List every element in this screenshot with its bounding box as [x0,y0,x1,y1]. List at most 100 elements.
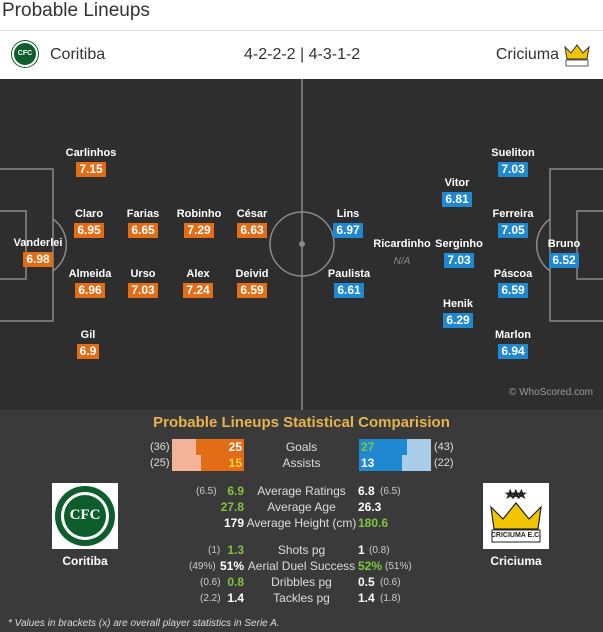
player-rating: 6.52 [549,253,579,268]
player-rating: 7.15 [76,162,106,177]
player-alex[interactable]: Alex 7.24 [161,267,235,299]
away-team-name[interactable]: Criciuma [495,46,559,63]
player-ferreira[interactable]: Ferreira 7.05 [476,207,550,239]
stat-row-shots: (1) 1.3 Shots pg 1 (0.8) [0,542,603,558]
stat-row-age: 27.8 Average Age 26.3 [0,499,603,515]
player-name: Robinho [176,208,222,220]
player-vitor[interactable]: Vitor 6.81 [420,176,494,208]
away-bracket: (51%) [385,561,412,572]
coritiba-logo: CFC [52,483,118,549]
player-name: Sueliton [491,147,535,159]
player-cesar[interactable]: César 6.63 [215,207,289,239]
home-team-name[interactable]: Coritiba [50,46,106,63]
player-name: Bruno [547,238,581,250]
home-assists-bar-fill [201,455,244,471]
coritiba-crest-icon: CFC [12,41,38,67]
away-value: 1 [358,543,365,557]
home-bracket: (49%) [189,561,216,572]
stats-title: Probable Lineups Statistical Comparision [153,414,450,431]
player-rating: 7.05 [498,223,528,238]
stat-label: Tackles pg [273,591,330,605]
home-value: 51% [219,559,244,573]
home-overall-goals: (36) [150,441,170,453]
watermark: © WhoScored.com [508,387,593,398]
player-claro[interactable]: Claro 6.95 [52,207,126,239]
player-name: César [236,208,268,220]
criciuma-logo: CRICIUMA E.C. [483,483,549,549]
player-henik[interactable]: Henik 6.29 [421,297,495,329]
stats-panel: Probable Lineups Statistical Comparision… [0,410,603,632]
player-sueliton[interactable]: Sueliton 7.03 [476,146,550,178]
home-bracket: (0.6) [200,577,221,588]
coritiba-crest-icon [55,486,115,546]
player-name: Almeida [68,268,112,280]
player-carlinhos[interactable]: Carlinhos 7.15 [54,146,128,178]
home-overall-assists: (25) [150,457,170,469]
home-club-label[interactable]: Coritiba [62,554,108,568]
player-rating: 6.61 [334,283,364,298]
home-bracket: (6.5) [196,486,217,497]
player-name: Marlon [494,329,532,341]
player-paulista[interactable]: Paulista 6.61 [312,267,386,299]
criciuma-crest-icon [490,488,542,543]
player-name: Claro [74,208,104,220]
away-bracket: (0.6) [380,577,401,588]
player-name: Serginho [435,238,483,250]
player-urso[interactable]: Urso 7.03 [106,267,180,299]
player-serginho[interactable]: Serginho 7.03 [422,237,496,269]
player-rating: 6.96 [75,283,105,298]
player-rating: 6.94 [498,344,528,359]
home-assists-bar: 15 [172,455,244,471]
home-value: 27.8 [220,500,244,514]
player-robinho[interactable]: Robinho 7.29 [162,207,236,239]
player-farias[interactable]: Farias 6.65 [106,207,180,239]
stat-label: Shots pg [277,543,326,557]
player-name: Paulista [327,268,371,280]
home-bracket: (1) [208,545,221,556]
player-rating: 7.24 [183,283,213,298]
player-rating: 6.95 [74,223,104,238]
away-bracket: (0.8) [369,545,390,556]
player-bruno[interactable]: Bruno 6.52 [527,237,601,269]
player-marlon[interactable]: Marlon 6.94 [476,328,550,360]
away-bracket: (6.5) [380,486,401,497]
stat-label: Dribbles pg [271,575,332,589]
player-name: Lins [336,208,360,220]
pitch-markings [0,79,603,410]
criciuma-logo-text: CRICIUMA E.C. [490,532,542,539]
away-goals-value: 27 [361,440,375,454]
away-value: 1.4 [358,591,375,605]
player-name: Deivid [235,268,269,280]
stat-row-dribbles: (0.6) 0.8 Dribbles pg 0.5 (0.6) [0,574,603,590]
player-name: Páscoa [493,268,533,280]
player-lins[interactable]: Lins 6.97 [311,207,385,239]
stat-label: Aerial Duel Success [247,559,356,573]
player-gil[interactable]: Gil 6.9 [51,328,125,360]
player-rating: 7.03 [128,283,158,298]
player-almeida[interactable]: Almeida 6.96 [53,267,127,299]
away-value: 0.5 [358,575,375,589]
formations: 4-2-2-2 | 4-3-1-2 [244,46,361,63]
player-rating: 6.29 [443,313,473,328]
player-rating: 6.81 [442,192,472,207]
player-name: Henik [443,298,473,310]
player-rating: 6.59 [237,283,267,298]
home-assists-value: 15 [228,456,242,470]
away-club-label[interactable]: Criciuma [490,554,542,568]
player-vanderlei[interactable]: Vanderlei 6.98 [1,236,75,268]
home-value: 1.3 [227,543,244,557]
player-rating: 7.03 [444,253,474,268]
player-name: Alex [186,268,210,280]
home-value: 0.8 [227,575,244,589]
away-assists-bar-fill [359,455,402,471]
criciuma-crest-icon [563,43,591,67]
away-goals-bar-fill [359,439,407,455]
player-rating: 6.98 [23,252,53,267]
player-deivid[interactable]: Deivid 6.59 [215,267,289,299]
player-ricardinho[interactable]: Ricardinho N/A [365,237,439,269]
stat-row-assists: (25) 15 Assists 13 (22) [0,455,603,471]
player-pascoa[interactable]: Páscoa 6.59 [476,267,550,299]
stat-label: Goals [285,440,318,454]
stat-label: Assists [282,456,321,470]
away-value: 6.8 [358,484,375,498]
